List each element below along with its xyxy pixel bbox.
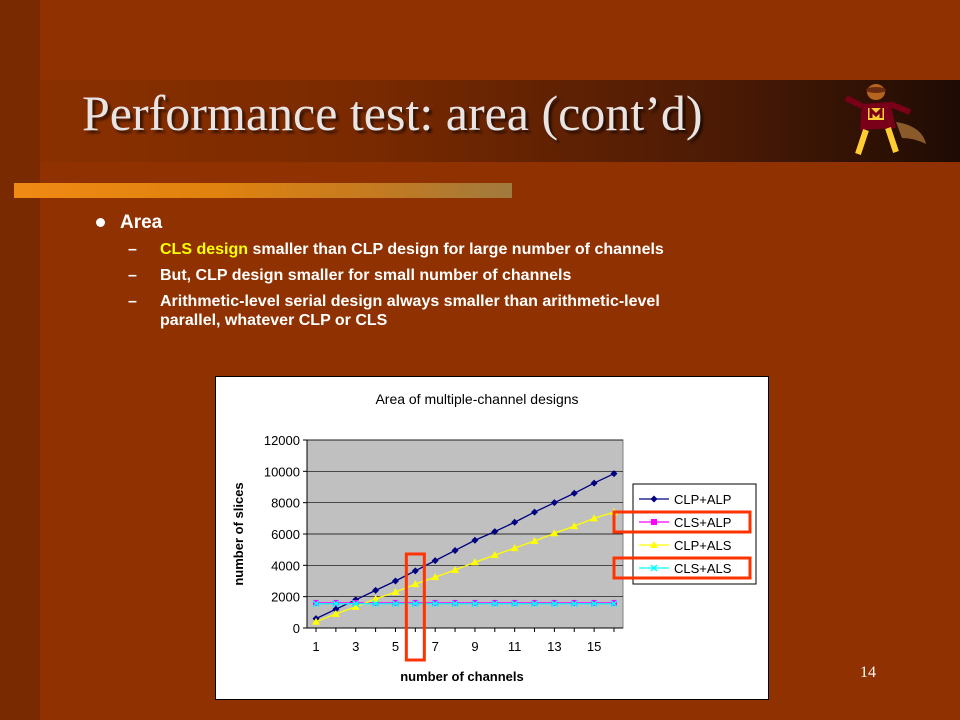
- data-point-clp-alp: [411, 567, 419, 575]
- dash-icon: –: [128, 267, 137, 284]
- data-point-clp-als: [371, 595, 380, 603]
- bullet-dot-icon: [96, 218, 105, 227]
- series-line-clp-alp: [315, 473, 615, 620]
- annotation-box-channel-6: [404, 552, 426, 662]
- y-axis-label: number of slices: [231, 482, 246, 585]
- sub-bullet-text: smaller than CLP design for large number…: [248, 241, 664, 258]
- data-point-clp-alp: [431, 557, 439, 565]
- data-point-cls-als: [531, 600, 539, 608]
- dash-icon: –: [128, 293, 137, 310]
- data-point-clp-als: [411, 580, 420, 588]
- dash-icon: –: [128, 241, 137, 258]
- data-point-clp-als: [510, 544, 519, 552]
- data-point-cls-als: [391, 600, 399, 608]
- legend-marker-cls-als: [650, 564, 658, 572]
- data-point-clp-als: [470, 558, 479, 566]
- legend-label-clp-als: CLP+ALS: [674, 538, 732, 553]
- legend-label-clp-alp: CLP+ALP: [674, 492, 731, 507]
- data-point-cls-als: [610, 600, 618, 608]
- data-point-clp-alp: [372, 586, 380, 594]
- x-tick-label: 15: [587, 639, 601, 654]
- data-point-clp-alp: [590, 479, 598, 487]
- x-tick-label: 9: [471, 639, 478, 654]
- y-tick-label: 12000: [264, 433, 300, 448]
- data-point-cls-als: [550, 600, 558, 608]
- x-tick-label: 7: [432, 639, 439, 654]
- chart-title: Area of multiple-channel designs: [375, 391, 578, 407]
- left-band: [0, 0, 40, 720]
- data-point-cls-als: [431, 600, 439, 608]
- legend-marker-clp-alp: [650, 495, 658, 503]
- x-tick-label: 3: [352, 639, 359, 654]
- data-point-clp-alp: [550, 499, 558, 507]
- legend-label-cls-als: CLS+ALS: [674, 561, 732, 576]
- x-tick-label: 1: [312, 639, 319, 654]
- data-point-cls-als: [590, 600, 598, 608]
- data-point-cls-als: [332, 600, 340, 608]
- page-number: 14: [860, 664, 876, 681]
- title-band: [40, 80, 960, 162]
- y-tick-label: 4000: [271, 558, 300, 573]
- data-point-clp-als: [570, 522, 579, 530]
- data-point-clp-alp: [610, 470, 618, 478]
- data-point-clp-alp: [471, 536, 479, 544]
- sub-bullet-text: But, CLP design smaller for small number…: [160, 267, 572, 284]
- data-point-clp-als: [431, 573, 440, 581]
- mascot-logo-icon: [844, 84, 926, 155]
- legend-marker-clp-als: [650, 541, 658, 548]
- data-point-clp-alp: [391, 577, 399, 585]
- annotation-box-cls-als: [612, 556, 752, 580]
- x-tick-label: 13: [547, 639, 561, 654]
- chart-container: Area of multiple-channel designs 0 2000 400…: [215, 376, 769, 700]
- data-point-clp-alp: [332, 605, 340, 613]
- data-point-cls-als: [312, 600, 320, 608]
- y-tick-label: 8000: [271, 496, 300, 511]
- data-point-cls-als: [451, 600, 459, 608]
- y-tick-label: 2000: [271, 590, 300, 605]
- data-point-clp-alp: [451, 546, 459, 554]
- data-point-clp-alp: [570, 489, 578, 497]
- x-tick-label: 5: [392, 639, 399, 654]
- data-point-clp-als: [550, 529, 559, 537]
- data-point-clp-als: [590, 514, 599, 522]
- data-point-cls-als: [352, 600, 360, 608]
- sub-bullet-text: Arithmetic-level serial design always sm…: [160, 293, 660, 310]
- divider-rule: [14, 183, 512, 198]
- data-point-clp-als: [530, 537, 539, 545]
- data-point-clp-als: [451, 566, 460, 574]
- data-point-clp-alp: [531, 508, 539, 516]
- line-chart: Area of multiple-channel designs 0 2000 400…: [231, 391, 757, 684]
- data-point-clp-als: [391, 587, 400, 595]
- legend-marker-cls-alp: [651, 519, 657, 525]
- data-point-cls-als: [471, 600, 479, 608]
- legend-label-cls-alp: CLS+ALP: [674, 515, 731, 530]
- annotation-box-cls-alp: [612, 510, 752, 534]
- data-point-clp-als: [490, 551, 499, 559]
- data-point-cls-als: [411, 600, 419, 608]
- slide-title: Performance test: area (cont’d): [82, 85, 703, 141]
- data-point-clp-alp: [491, 528, 499, 536]
- bullet-label: Area: [120, 212, 163, 233]
- x-axis-label: number of channels: [400, 669, 524, 684]
- y-tick-label: 0: [293, 621, 300, 636]
- data-point-cls-als: [372, 600, 380, 608]
- data-point-cls-als: [511, 600, 519, 608]
- data-point-clp-als: [351, 602, 360, 610]
- data-point-clp-als: [331, 609, 340, 617]
- series-line-clp-als: [315, 511, 615, 623]
- data-point-cls-als: [570, 600, 578, 608]
- data-point-cls-als: [491, 600, 499, 608]
- y-tick-label: 6000: [271, 527, 300, 542]
- highlighted-text: CLS design: [160, 241, 249, 258]
- sub-bullet-text: parallel, whatever CLP or CLS: [160, 312, 388, 329]
- x-tick-label: 11: [508, 639, 521, 654]
- y-tick-label: 10000: [264, 464, 300, 479]
- data-point-clp-als: [312, 617, 320, 625]
